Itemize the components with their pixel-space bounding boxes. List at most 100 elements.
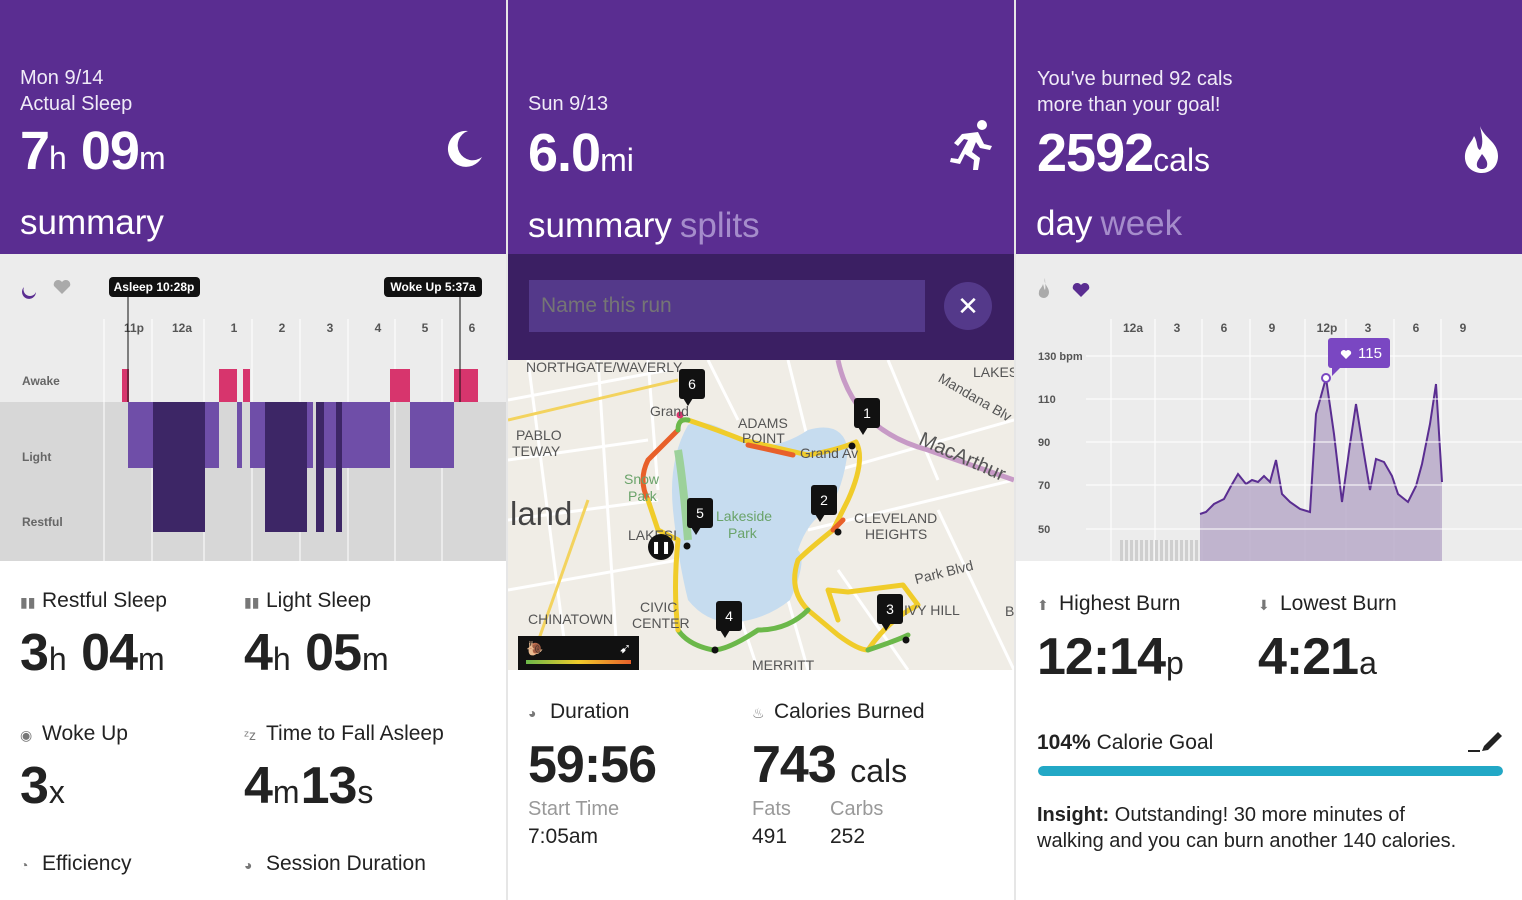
hour-tick-label: 9 [1269, 321, 1276, 335]
baseline-tick [1195, 540, 1198, 561]
heart-icon[interactable] [53, 279, 71, 294]
map-label: TEWAY [512, 443, 561, 459]
split-marker-1[interactable]: 1 [854, 398, 880, 435]
sleep-pivot-summary[interactable]: summary [20, 203, 164, 242]
start-time-value: 7:05am [528, 825, 599, 848]
split-marker-6[interactable]: 6 [679, 369, 705, 406]
hour-tick-label: 3 [327, 321, 334, 335]
hour-tick-label: 6 [469, 321, 476, 335]
baseline-tick [1180, 540, 1183, 561]
map-label: Snow [624, 471, 660, 487]
baseline-tick [1145, 540, 1148, 561]
calorie-goal-bar [1038, 766, 1503, 776]
route-map[interactable]: NORTHGATE/WAVERLY LAKES Mandana Blv MacA… [508, 360, 1014, 670]
split-marker-5[interactable]: 5 [687, 498, 713, 535]
sleep-panel: Mon 9/14 Actual Sleep 7h 09m summary 11p… [0, 0, 506, 900]
calories-header: You've burned 92 cals more than your goa… [1016, 0, 1522, 268]
map-label: PABLO [516, 427, 562, 443]
session-duration-label: ◕ Session Duration [244, 852, 426, 875]
sleep-segment [243, 369, 250, 402]
split-marker-2[interactable]: 2 [811, 485, 837, 522]
sleep-segment [250, 402, 265, 468]
close-button[interactable]: ✕ [944, 282, 992, 330]
tab-week[interactable]: week [1100, 204, 1183, 243]
map-label: CENTER [632, 615, 690, 631]
baseline-tick [1175, 540, 1178, 561]
baseline-tick [1125, 540, 1128, 561]
pace-legend: 🐌 ➹ [518, 636, 639, 670]
heart-icon[interactable] [1072, 282, 1090, 297]
tab-summary[interactable]: summary [528, 206, 672, 245]
pause-icon[interactable]: ❚❚ [648, 534, 674, 560]
hour-tick-label: 6 [1413, 321, 1420, 335]
name-run-bar: ✕ [508, 254, 1014, 360]
baseline-tick [1120, 540, 1123, 561]
insight-line2: walking and you can burn another 140 cal… [1037, 830, 1457, 852]
calories-burned-value: 743 cals [752, 736, 908, 794]
calories-total: 2592cals [1037, 123, 1211, 183]
sleep-segment [410, 402, 423, 468]
calories-burned-label: ♨ Calories Burned [752, 700, 925, 723]
hour-tick-label: 5 [422, 321, 429, 335]
map-label: Grand Av [800, 445, 859, 461]
sleep-date: Mon 9/14 [20, 67, 104, 89]
heart-rate-line [1199, 377, 1443, 515]
sleep-duration: 7h 09m [20, 121, 166, 181]
divider [1014, 0, 1016, 900]
sleep-segment [122, 369, 129, 402]
timer-icon: ◕ [528, 705, 537, 721]
hour-tick-label: 3 [1174, 321, 1181, 335]
moon-icon[interactable] [22, 287, 36, 299]
map-label: HEIGHTS [865, 526, 928, 542]
runner-icon [950, 120, 992, 170]
hour-tick-label: 12p [1317, 321, 1338, 335]
map-canvas [508, 360, 1014, 670]
edit-icon[interactable] [1468, 728, 1504, 752]
snail-icon: 🐌 [526, 640, 544, 656]
run-pivot: summary splits [528, 206, 760, 246]
carbs-value: 252 [830, 825, 866, 848]
sleep-segment [316, 402, 324, 532]
split-marker-3[interactable]: 3 [877, 594, 903, 631]
baseline-tick [1150, 540, 1153, 561]
baseline-tick [1140, 540, 1143, 561]
hour-tick-label: 2 [279, 321, 286, 335]
sleep-chart: 11p 12a 1 2 3 4 5 6 Asleep 10:28p Woke Up 5:37a… [0, 254, 506, 561]
split-marker-4[interactable]: 4 [716, 601, 742, 638]
level-restful: Restful [22, 515, 63, 529]
map-label: B [1005, 603, 1014, 619]
pace-gradient [526, 660, 631, 664]
map-label: Lakeside [716, 508, 773, 524]
asleep-tooltip: Asleep 10:28p [109, 277, 200, 402]
close-icon: ✕ [957, 291, 979, 321]
bpm-tick-label: 110 [1038, 394, 1056, 406]
tab-splits[interactable]: splits [679, 206, 760, 245]
hour-tick-label: 1 [231, 321, 238, 335]
heart-icon [1340, 350, 1352, 359]
name-run-input[interactable] [529, 280, 925, 332]
tab-day[interactable]: day [1036, 204, 1093, 243]
map-label: CLEVELAND [854, 510, 938, 526]
bpm-tick-label: 50 [1038, 524, 1050, 536]
baseline-tick [1135, 540, 1138, 561]
run-distance: 6.0mi [528, 123, 634, 183]
lowest-burn-label: ⬇ Lowest Burn [1258, 592, 1397, 615]
heart-rate-area [1200, 378, 1442, 561]
cheetah-icon: ➹ [619, 640, 631, 656]
pie-icon: ◔ [20, 857, 29, 873]
highest-burn-label: ⬆ Highest Burn [1037, 592, 1181, 615]
map-label: Grand [650, 403, 689, 419]
map-label: NORTHGATE/WAVERLY [526, 360, 683, 375]
fall-asleep-value: 4m13s [244, 757, 374, 815]
flame-icon[interactable] [1038, 278, 1049, 298]
map-label: Park [628, 488, 657, 504]
hour-tick-label: 9 [1460, 321, 1467, 335]
baseline-tick [1160, 540, 1163, 561]
sleep-segment [153, 402, 205, 532]
hour-tick-label: 3 [1365, 321, 1372, 335]
sleep-segment [390, 369, 410, 402]
sleep-caption: Actual Sleep [20, 93, 133, 115]
start-time-label: Start Time [528, 798, 620, 820]
woke-up-label: ◉ Woke Up [20, 722, 128, 745]
